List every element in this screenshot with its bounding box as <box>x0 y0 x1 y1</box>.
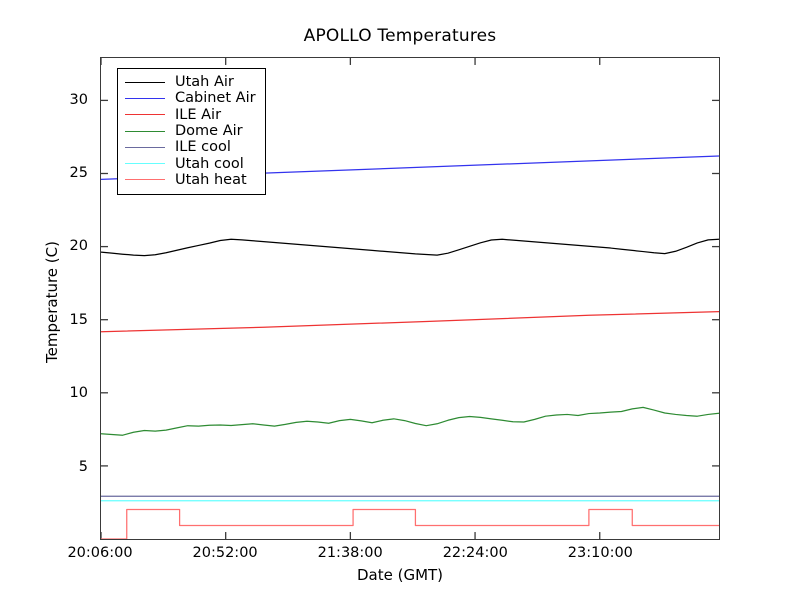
y-tick-label: 5 <box>78 458 88 475</box>
legend-swatch-utah-heat <box>125 179 165 181</box>
legend-item-ile-air[interactable]: ILE Air <box>125 107 256 123</box>
legend-item-utah-cool[interactable]: Utah cool <box>125 155 256 172</box>
series-line-dome-air <box>101 407 719 435</box>
legend-item-dome-air[interactable]: Dome Air <box>125 123 256 139</box>
legend-swatch-utah-air <box>125 81 165 83</box>
y-tick-label: 10 <box>69 385 88 402</box>
y-tick-label: 30 <box>69 91 88 108</box>
x-tick-label: 21:38:00 <box>317 545 383 561</box>
series-line-utah-air <box>101 239 719 255</box>
chart-title: APOLLO Temperatures <box>303 26 497 46</box>
legend-swatch-utah-cool <box>125 163 165 165</box>
legend-swatch-ile-cool <box>125 146 165 148</box>
x-tick-label: 20:06:00 <box>67 545 133 561</box>
legend-label-utah-cool: Utah cool <box>175 155 244 172</box>
x-tick-label: 22:24:00 <box>442 545 508 561</box>
legend-item-utah-air[interactable]: Utah Air <box>125 74 256 90</box>
chart-legend: Utah Air Cabinet Air ILE Air Dome Air ILE co… <box>117 68 266 196</box>
y-tick-label: 25 <box>69 164 88 181</box>
y-tick-label: 15 <box>69 311 88 328</box>
legend-label-ile-cool: ILE cool <box>175 139 231 156</box>
legend-label-dome-air: Dome Air <box>175 123 243 140</box>
legend-label-cabinet-air: Cabinet Air <box>175 90 256 107</box>
legend-swatch-ile-air <box>125 114 165 116</box>
plot-svg <box>101 58 719 539</box>
legend-item-cabinet-air[interactable]: Cabinet Air <box>125 90 256 106</box>
x-axis-label: Date (GMT) <box>356 566 444 584</box>
x-tick-label: 23:10:00 <box>567 545 633 561</box>
legend-item-ile-cool[interactable]: ILE cool <box>125 139 256 155</box>
y-axis-label: Temperature (C) <box>43 241 61 363</box>
series-line-ile-air <box>101 312 719 332</box>
legend-item-utah-heat[interactable]: Utah heat <box>125 172 256 188</box>
x-tick-label: 20:52:00 <box>192 545 258 561</box>
legend-label-ile-air: ILE Air <box>175 106 222 123</box>
legend-swatch-dome-air <box>125 130 165 132</box>
legend-label-utah-air: Utah Air <box>175 74 234 91</box>
series-line-utah-heat <box>101 509 719 539</box>
legend-label-utah-heat: Utah heat <box>175 171 247 188</box>
y-tick-label: 20 <box>69 238 88 255</box>
legend-swatch-cabinet-air <box>125 97 165 99</box>
